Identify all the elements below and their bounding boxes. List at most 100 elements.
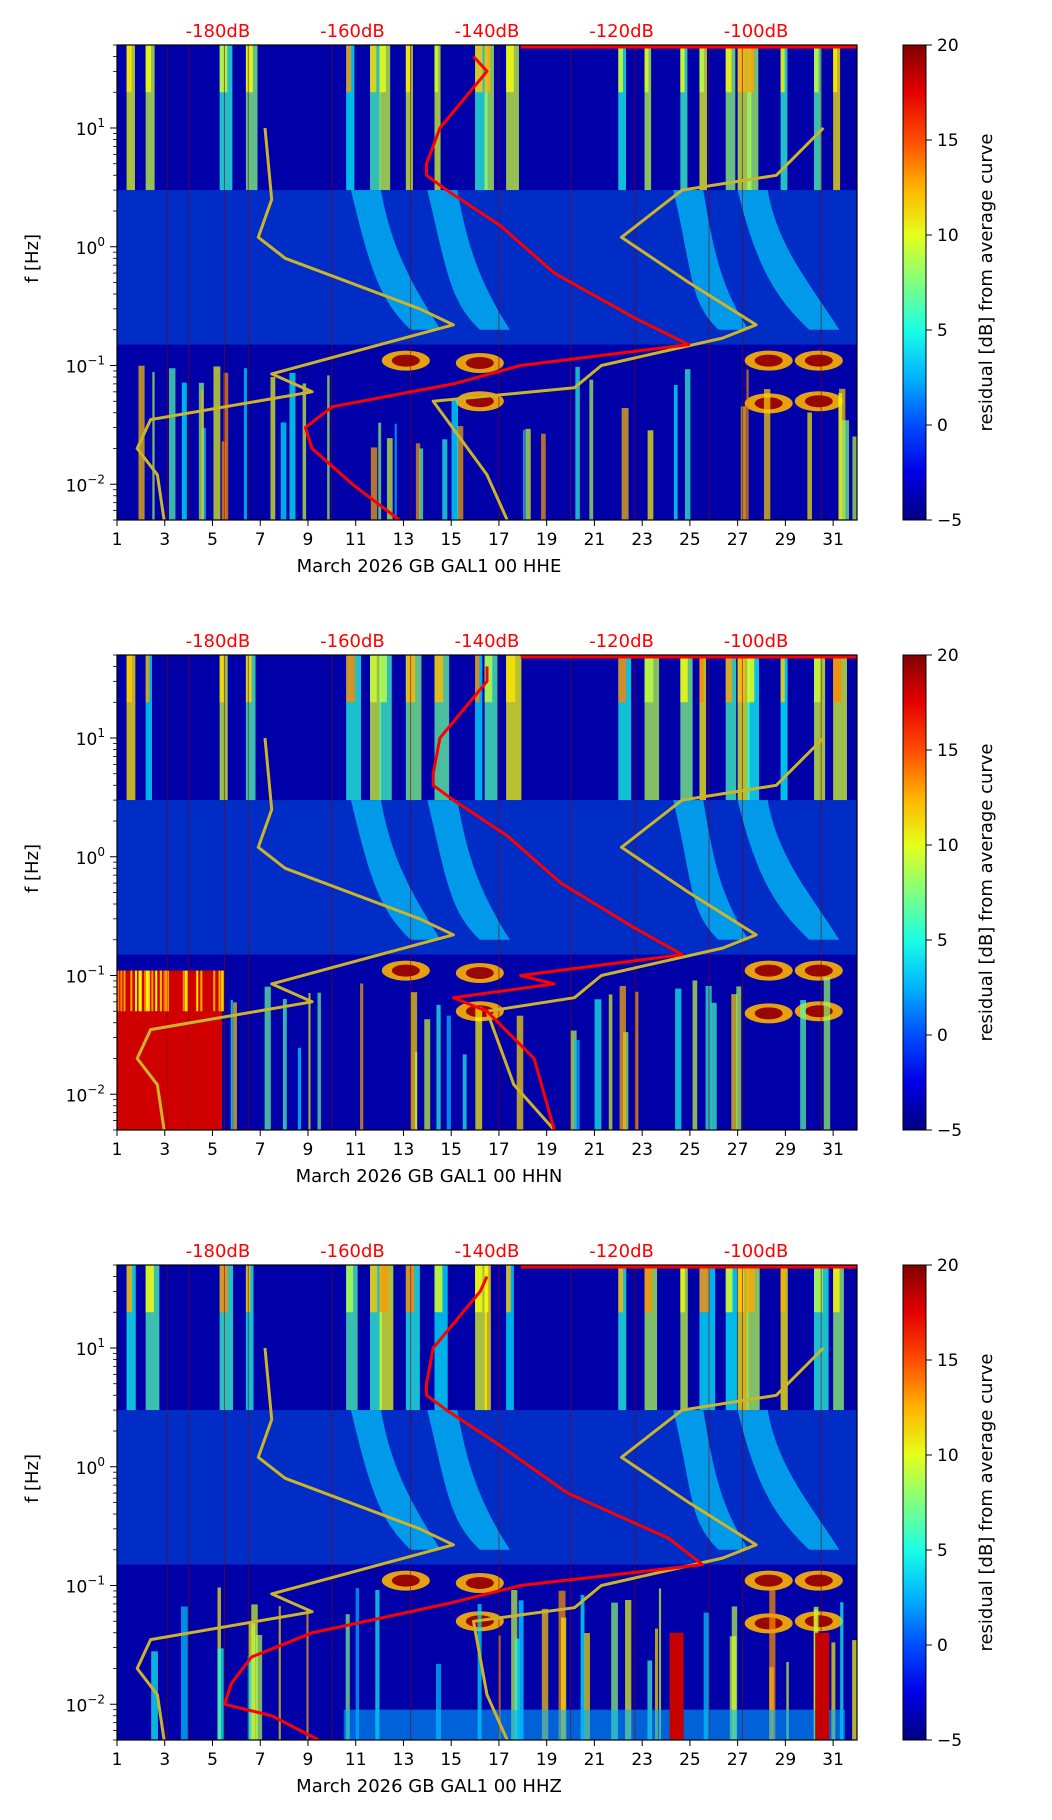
x-tick-label: 3 [159,530,170,550]
y-tick-label: 10−2 [66,1082,105,1106]
top-db-label: -120dB [589,1241,654,1262]
colorbar [902,1264,927,1741]
top-db-label: -140dB [455,1241,520,1262]
average-psd-curve [431,666,684,1130]
x-tick-label: 29 [775,530,797,550]
y-tick-label: 101 [76,116,105,140]
colorbar [902,44,927,521]
x-tick-label: 31 [822,1140,844,1160]
x-tick-label: 23 [631,1140,653,1160]
y-axis-label: f [Hz] [22,234,43,283]
x-tick-label: 25 [679,1750,701,1770]
y-tick-label: 10−1 [66,964,105,988]
colorbar-tick-label: 10 [937,1446,959,1466]
x-tick-label: 31 [822,530,844,550]
x-axis-label: March 2026 GB GAL1 00 HHE [297,556,562,577]
x-tick-label: 5 [207,530,218,550]
colorbar-tick-label: 10 [937,836,959,856]
spectrogram-panel: 1 3 5 7 9 11 13 15 17 19 21 23 25 27 29 31 101 100 10−1 10−… [0,0,1052,600]
heatmap [117,45,857,520]
x-tick-label: 15 [440,530,462,550]
top-db-label: -120dB [589,21,654,42]
colorbar-tick-label: −5 [937,1121,962,1141]
top-db-label: -100dB [724,1241,789,1262]
colorbar-tick-label: −5 [937,511,962,531]
colorbar-tick-label: −5 [937,1731,962,1751]
top-db-label: -140dB [455,631,520,652]
y-tick-label: 101 [76,726,105,750]
x-tick-label: 13 [393,530,415,550]
colorbar-tick-label: 20 [937,36,959,56]
x-tick-label: 17 [488,530,510,550]
x-tick-label: 25 [679,1140,701,1160]
x-tick-label: 29 [775,1140,797,1160]
y-tick-label: 10−1 [66,1574,105,1598]
top-db-label: -100dB [724,21,789,42]
x-tick-label: 13 [393,1750,415,1770]
heatmap [117,1265,857,1740]
colorbar-label: residual [dB] from average curve [976,133,997,431]
x-tick-label: 7 [255,1140,266,1160]
x-tick-label: 3 [159,1750,170,1770]
top-db-label: -120dB [589,631,654,652]
top-db-label: -140dB [455,21,520,42]
x-tick-label: 27 [727,1140,749,1160]
y-axis-label: f [Hz] [22,844,43,893]
colorbar-tick-label: 0 [937,416,948,436]
colorbar-tick-label: 5 [937,321,948,341]
y-tick-label: 100 [76,845,105,869]
x-tick-label: 23 [631,1750,653,1770]
colorbar-tick-label: 20 [937,1256,959,1276]
x-tick-label: 3 [159,1140,170,1160]
x-tick-label: 23 [631,530,653,550]
top-db-label: -160dB [320,21,385,42]
top-db-label: -180dB [186,1241,251,1262]
y-tick-label: 100 [76,235,105,259]
y-tick-label: 10−2 [66,1692,105,1716]
high-noise-model-curve [485,736,825,1130]
top-db-label: -160dB [320,631,385,652]
x-tick-label: 9 [303,1140,314,1160]
top-db-label: -180dB [186,21,251,42]
colorbar-tick-label: 0 [937,1636,948,1656]
x-tick-label: 5 [207,1140,218,1160]
colorbar [902,654,927,1131]
top-db-label: -160dB [320,1241,385,1262]
colorbar-label: residual [dB] from average curve [976,1353,997,1651]
low-noise-model-curve [135,737,455,1130]
x-tick-label: 9 [303,1750,314,1770]
x-tick-label: 11 [345,1750,367,1770]
colorbar-tick-label: 5 [937,1541,948,1561]
x-tick-label: 21 [584,530,606,550]
x-axis-label: March 2026 GB GAL1 00 HHZ [296,1776,562,1797]
x-tick-label: 1 [112,1750,123,1770]
heatmap [117,655,857,1130]
high-noise-model-curve [472,1346,825,1740]
spectrogram-svg: 1 3 5 7 9 11 13 15 17 19 21 23 25 27 29 3110110010−110−… [22,1241,997,1797]
y-tick-label: 10−2 [66,472,105,496]
x-tick-label: 29 [775,1750,797,1770]
x-tick-label: 15 [440,1750,462,1770]
x-tick-label: 19 [536,1750,558,1770]
x-tick-label: 15 [440,1140,462,1160]
average-psd-curve [223,1275,704,1740]
x-tick-label: 11 [345,530,367,550]
x-tick-label: 13 [393,1140,415,1160]
x-tick-label: 17 [488,1140,510,1160]
colorbar-tick-label: 15 [937,1351,959,1371]
x-tick-label: 11 [345,1140,367,1160]
x-tick-label: 27 [727,1750,749,1770]
average-psd-curve [303,55,691,520]
colorbar-tick-label: 5 [937,931,948,951]
spectrogram-panel: 1 3 5 7 9 11 13 15 17 19 21 23 25 27 29 31 101 100 10−1 10−… [0,610,1052,1210]
colorbar-tick-label: 15 [937,131,959,151]
colorbar-label: residual [dB] from average curve [976,743,997,1041]
colorbar-tick-label: 15 [937,741,959,761]
x-tick-label: 7 [255,1750,266,1770]
y-axis-label: f [Hz] [22,1454,43,1503]
x-tick-label: 25 [679,530,701,550]
x-tick-label: 19 [536,530,558,550]
x-tick-label: 9 [303,530,314,550]
top-db-label: -100dB [724,631,789,652]
x-tick-label: 7 [255,530,266,550]
